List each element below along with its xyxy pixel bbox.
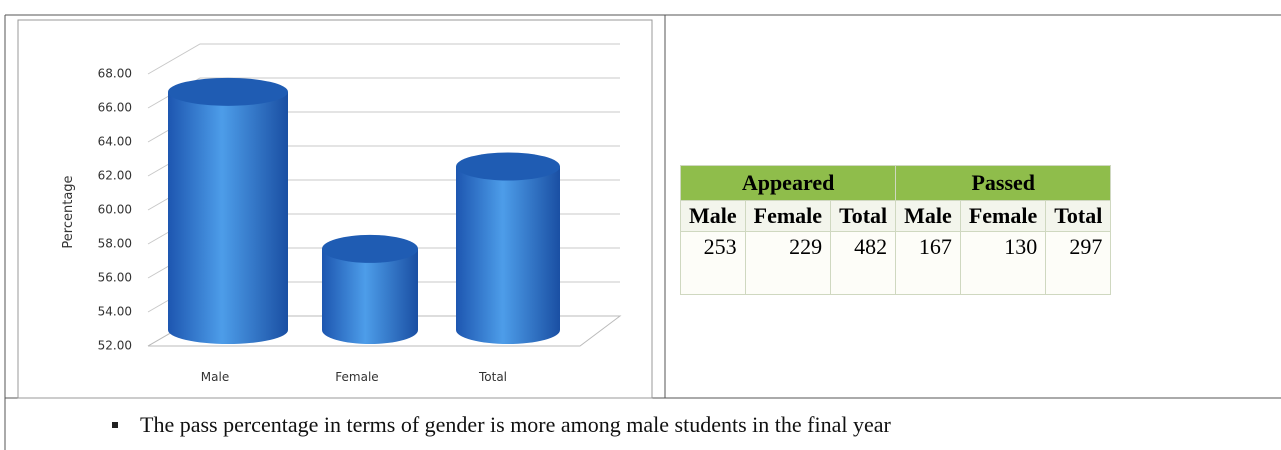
y-tick-label: 62.00 [98,169,132,183]
bullet [112,422,118,428]
x-tick-label: Male [201,370,229,384]
x-tick-label: Total [478,370,507,384]
y-tick-label: 58.00 [98,237,132,251]
y-axis-label: Percentage [61,175,76,248]
bar [168,91,288,344]
y-tick-label: 56.00 [98,271,132,285]
column-header: Male [895,200,961,232]
grid-line [147,77,620,109]
bar-top [456,152,560,181]
y-tick-label: 52.00 [98,339,132,353]
y-tick-label: 64.00 [98,135,132,149]
grid-line [147,43,620,75]
bullet-text: The pass percentage in terms of gender i… [140,412,891,437]
cell: 297 [1045,231,1112,295]
column-header: Total [1045,200,1112,232]
column-header: Total [830,200,897,232]
bar [456,166,560,344]
group-header: Passed [895,165,1112,201]
cell: 167 [895,231,961,295]
column-header: Female [744,200,832,232]
cell: 482 [830,231,897,295]
x-tick-label: Female [335,370,378,384]
y-tick-label: 60.00 [98,203,132,217]
chart-box [17,19,653,399]
bar [322,248,418,344]
y-tick-label: 66.00 [98,101,132,115]
column-header: Male [680,200,746,232]
bar-top [168,77,288,106]
column-header: Female [959,200,1047,232]
chart: 52.00 54.00 56.00 58.00 60.00 62.00 64.00 66.00… [98,43,622,384]
group-header: Appeared [679,165,897,201]
cell: 229 [744,231,832,295]
y-tick-label: 54.00 [98,305,132,319]
y-tick-label: 68.00 [98,67,132,81]
data-table: Appeared Passed Male Female Total Male Femal… [679,165,1112,295]
cell: 253 [680,231,746,295]
cell: 130 [959,231,1047,295]
bar-top [322,234,418,263]
